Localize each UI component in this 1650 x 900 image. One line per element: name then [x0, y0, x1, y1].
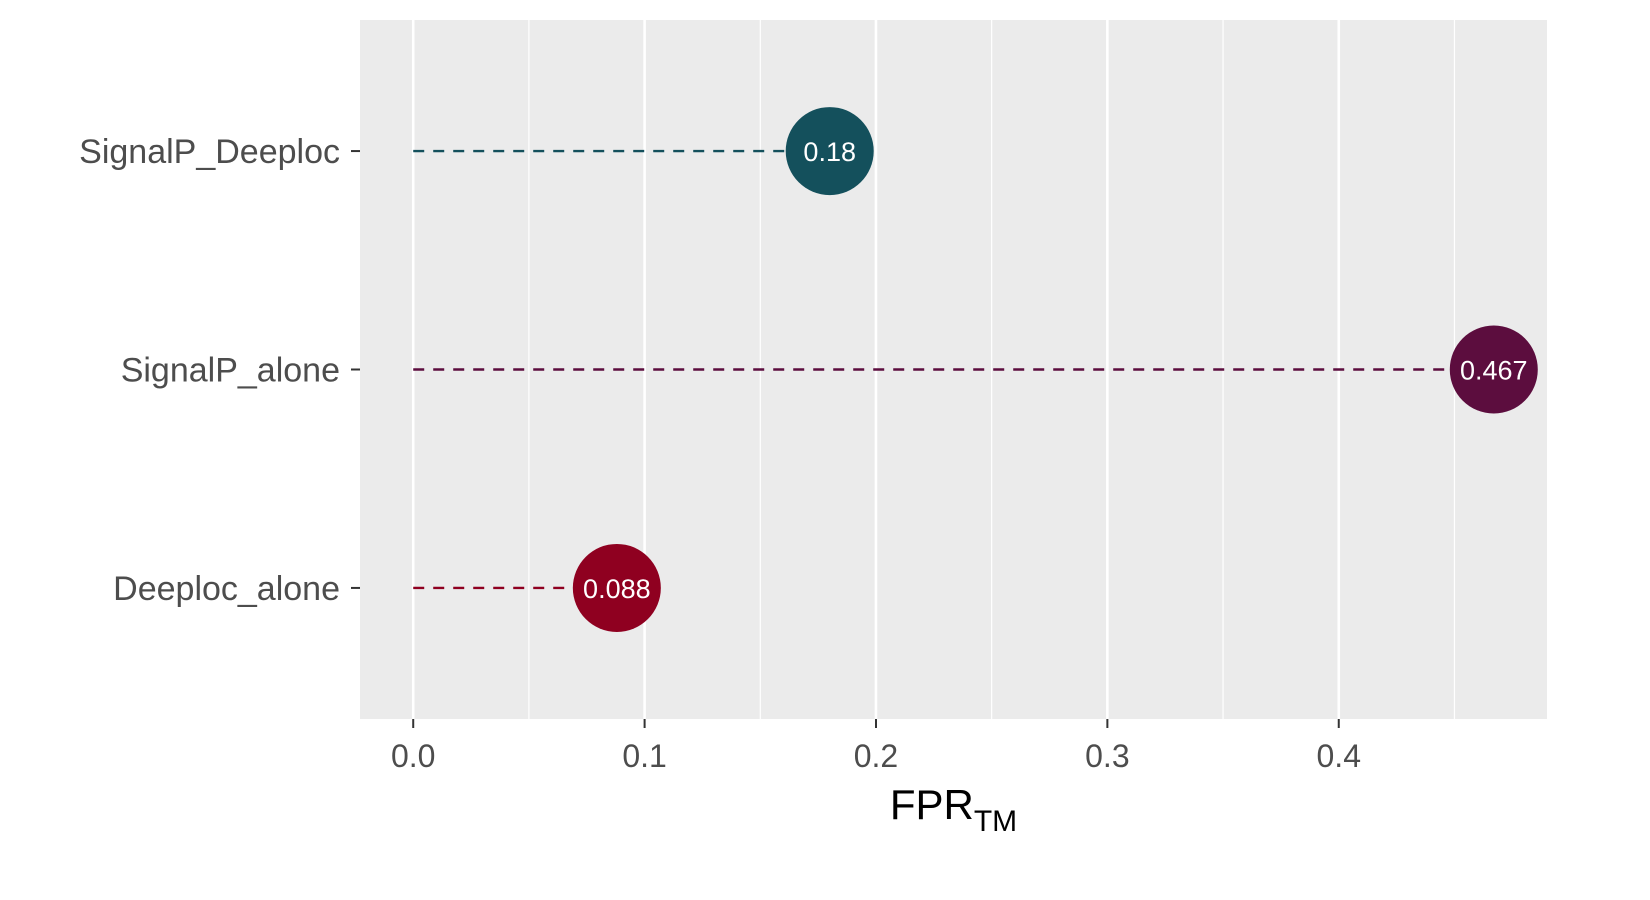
- y-category-label: SignalP_Deeploc: [79, 133, 340, 171]
- x-tick-label: 0.0: [391, 738, 435, 774]
- x-axis-tick-labels: 0.0 0.1 0.2 0.3 0.4: [391, 738, 1361, 774]
- x-tick-label: 0.3: [1085, 738, 1129, 774]
- y-category-label: Deeploc_alone: [113, 570, 340, 608]
- lollipop-point: [572, 543, 661, 632]
- lollipop-points: [572, 107, 1538, 632]
- point-value-label: 0.467: [1460, 356, 1528, 386]
- lollipop-value-labels: 0.18 0.467 0.088: [583, 137, 1528, 604]
- point-value-label: 0.18: [803, 137, 856, 167]
- x-axis-title-subscript: TM: [974, 805, 1017, 838]
- y-category-label: SignalP_alone: [121, 352, 340, 390]
- x-axis-ticks: [412, 719, 1340, 728]
- x-axis-title-main: FPR: [890, 781, 974, 828]
- point-value-label: 0.088: [583, 574, 651, 604]
- x-tick-label: 0.4: [1317, 738, 1361, 774]
- y-axis-category-labels: SignalP_Deeploc SignalP_alone Deeploc_alon…: [79, 133, 340, 608]
- lollipop-point: [1449, 325, 1538, 414]
- lollipop-point: [785, 107, 874, 196]
- x-axis-title: FPRTM: [890, 781, 1017, 838]
- x-tick-label: 0.1: [622, 738, 666, 774]
- y-axis-ticks: [351, 150, 360, 589]
- x-tick-label: 0.2: [854, 738, 898, 774]
